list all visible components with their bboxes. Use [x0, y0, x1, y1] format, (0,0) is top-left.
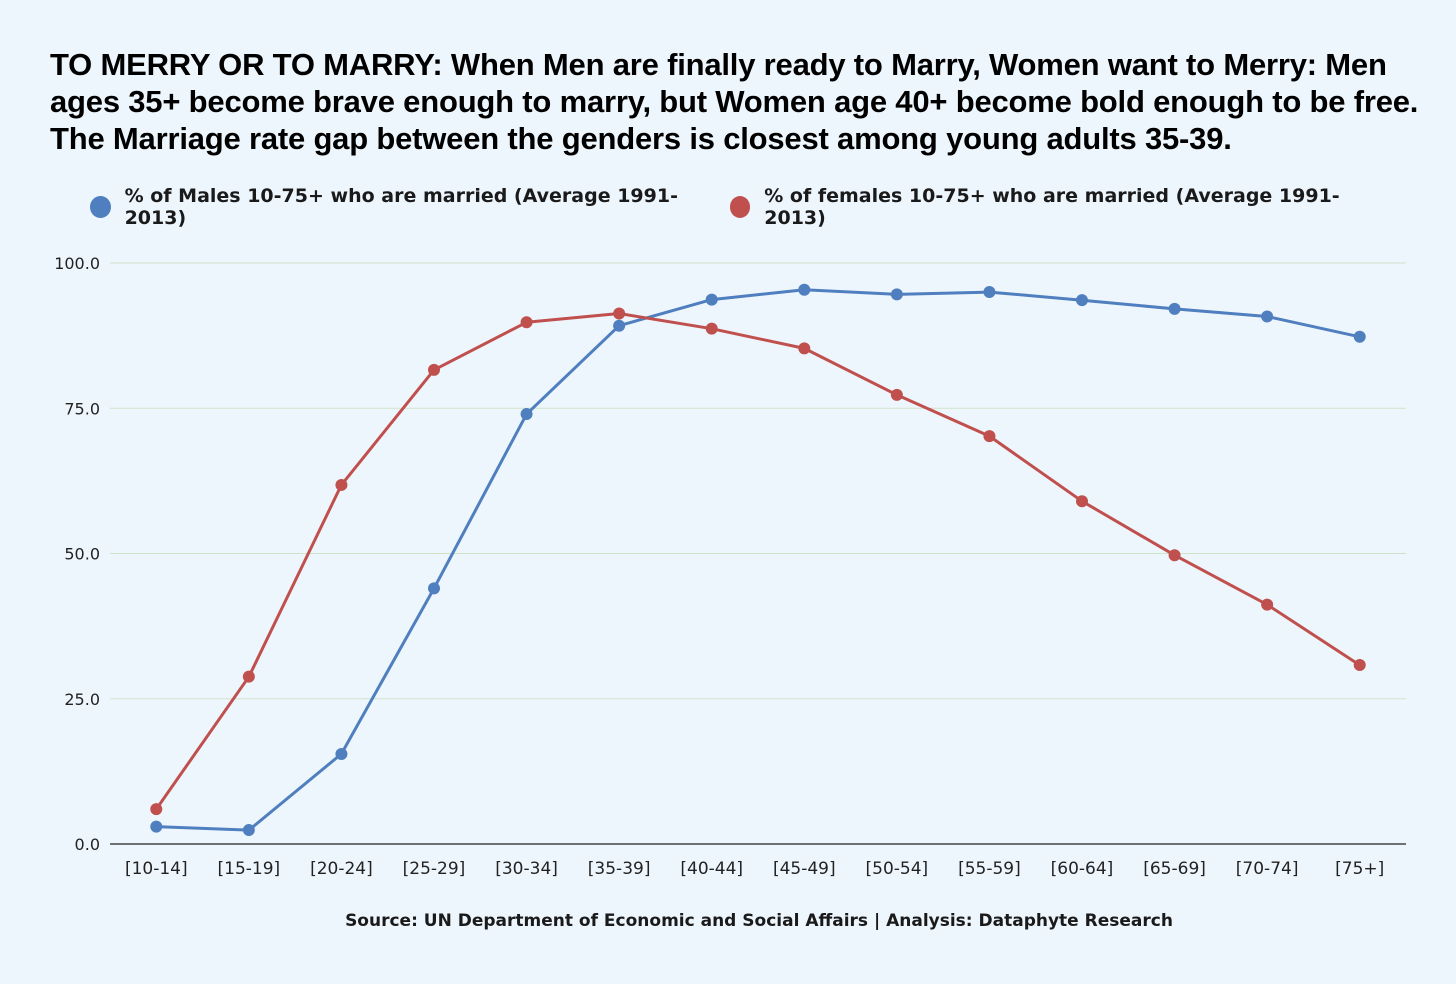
y-tick-label: 100.0 [54, 254, 100, 273]
data-point-males [705, 293, 718, 306]
line-chart: 0.0 25.0 50.0 75.0 100.0 [10-14] [15-19] [20-2… [54, 254, 1406, 879]
data-point-females [613, 307, 626, 320]
x-tick-label: [45-49] [773, 859, 836, 879]
data-point-females [242, 670, 255, 683]
data-point-females [705, 322, 718, 335]
data-point-males [890, 288, 903, 301]
gridlines [110, 262, 1406, 845]
data-point-females [890, 388, 903, 401]
data-point-males [798, 283, 811, 296]
data-point-males [520, 408, 533, 421]
legend-item-females: % of females 10-75+ who are married (Ave… [729, 185, 1360, 229]
y-tick-label: 25.0 [64, 690, 100, 709]
legend: % of Males 10-75+ who are married (Avera… [90, 185, 1390, 229]
data-point-males [1076, 294, 1088, 307]
data-point-females [798, 342, 811, 355]
series-points [150, 283, 1366, 837]
x-tick-label: [40-44] [680, 859, 743, 879]
data-point-females [983, 430, 996, 443]
legend-marker-females [729, 196, 751, 218]
data-point-females [150, 803, 163, 816]
legend-label-males: % of Males 10-75+ who are married (Avera… [124, 185, 678, 229]
y-tick-label: 50.0 [64, 545, 100, 564]
data-point-females [1168, 549, 1181, 562]
data-point-males [613, 319, 626, 332]
data-point-males [983, 286, 996, 299]
data-point-males [1168, 302, 1181, 315]
y-tick-label: 75.0 [64, 399, 100, 418]
legend-label-females: % of females 10-75+ who are married (Ave… [764, 185, 1340, 229]
x-tick-label: [35-39] [588, 859, 651, 879]
series-line-males [156, 288, 1361, 832]
chart-title: TO MERRY OR TO MARRY: When Men are final… [50, 47, 1419, 156]
data-point-females [1261, 598, 1274, 611]
data-point-males [335, 747, 348, 760]
series-line-females [155, 312, 1361, 810]
x-tick-label: [10-14] [125, 859, 188, 879]
data-point-males [1261, 310, 1274, 323]
x-tick-label: [55-59] [958, 859, 1021, 879]
data-point-females [1076, 495, 1088, 508]
legend-marker-males [90, 196, 111, 218]
y-tick-label: 0.0 [75, 835, 100, 854]
x-tick-label: [25-29] [403, 859, 466, 879]
x-tick-label: [65-69] [1143, 859, 1206, 879]
x-tick-label: [60-64] [1051, 859, 1114, 879]
data-point-females [335, 478, 348, 491]
source-note: Source: UN Department of Economic and So… [345, 911, 1173, 931]
data-point-females [520, 316, 533, 329]
x-tick-label: [15-19] [218, 859, 281, 879]
data-point-males [242, 824, 255, 837]
legend-item-males: % of Males 10-75+ who are married (Avera… [90, 185, 700, 229]
x-tick-label: [30-34] [495, 859, 558, 879]
data-point-females [428, 363, 440, 376]
data-point-females [1353, 659, 1366, 672]
x-tick-label: [70-74] [1236, 859, 1299, 879]
x-tick-label: [75+] [1335, 859, 1384, 879]
y-axis-ticks: 0.0 25.0 50.0 75.0 100.0 [54, 254, 100, 854]
data-point-males [150, 820, 163, 833]
x-axis-ticks: [10-14] [15-19] [20-24] [25-29] [30-34] [35-3… [125, 859, 1384, 879]
series-lines [155, 288, 1361, 832]
data-point-males [1353, 330, 1366, 343]
data-point-males [428, 582, 440, 595]
x-tick-label: [50-54] [866, 859, 929, 879]
x-tick-label: [20-24] [310, 859, 373, 879]
